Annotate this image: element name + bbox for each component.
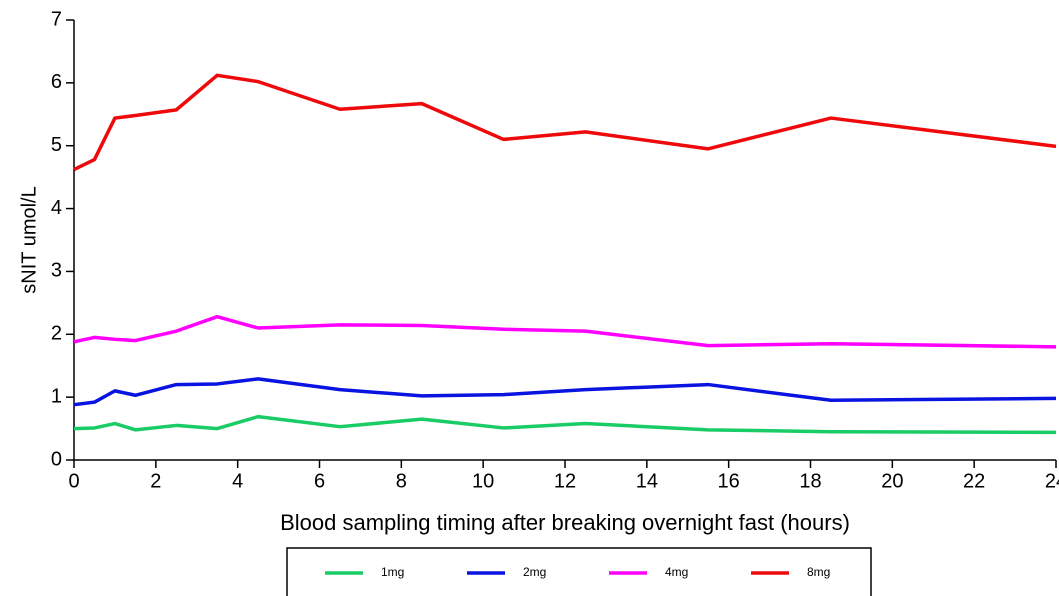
x-tick-label: 22	[963, 470, 985, 492]
x-axis-label: Blood sampling timing after breaking ove…	[280, 510, 850, 535]
x-tick-label: 8	[396, 470, 407, 492]
x-tick-label: 18	[799, 470, 821, 492]
y-tick-label: 4	[51, 197, 62, 219]
x-tick-label: 2	[150, 470, 161, 492]
legend-label: 8mg	[807, 565, 830, 579]
x-tick-label: 14	[636, 470, 658, 492]
data-line	[73, 377, 1057, 407]
legend-box	[286, 547, 872, 596]
x-tick-label: 24	[1045, 470, 1059, 492]
x-tick-label: 10	[472, 470, 494, 492]
y-tick-label: 5	[51, 134, 62, 156]
x-tick-label: 16	[718, 470, 740, 492]
x-tick-label: 0	[68, 470, 79, 492]
y-tick-label: 2	[51, 323, 62, 345]
legend-label: 1mg	[381, 565, 404, 579]
data-line	[73, 414, 1057, 435]
x-tick-label: 12	[554, 470, 576, 492]
y-axis-label: sNIT umol/L	[18, 186, 40, 293]
y-tick-label: 3	[51, 260, 62, 282]
legend-label: 2mg	[523, 565, 546, 579]
y-tick-label: 0	[51, 448, 62, 470]
x-tick-label: 20	[881, 470, 903, 492]
y-tick-label: 7	[51, 8, 62, 30]
y-tick-label: 1	[51, 385, 62, 407]
y-tick-label: 6	[51, 71, 62, 93]
x-tick-label: 4	[232, 470, 243, 492]
data-line	[73, 314, 1057, 349]
x-tick-label: 6	[314, 470, 325, 492]
legend-label: 4mg	[665, 565, 688, 579]
data-line	[73, 73, 1057, 172]
